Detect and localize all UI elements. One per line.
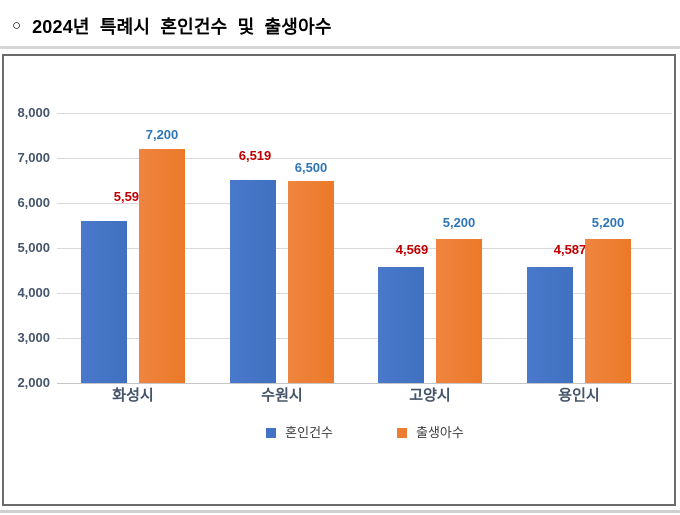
x-axis-label-3: 고양시 [409,387,451,404]
bar-marriages-2 [230,179,276,383]
page-title: 2024년 특례시 혼인건수 및 출생아수 [32,17,332,37]
legend-swatch-icon [266,428,277,438]
gridline [57,203,672,204]
bar-births-1 [139,149,185,383]
gridline [57,158,672,159]
gridline [57,383,672,384]
data-label-births-4: 5,200 [591,215,625,230]
title-bullet-icon: ○ [12,16,22,34]
chart-frame: 2,000 3,000 4,000 5,000 6,000 7,000 8,000 5,59… [2,54,676,506]
legend-item-births: 출생아수 [397,426,464,440]
legend-label: 혼인건수 [285,425,333,440]
gridline [57,338,672,339]
bottom-divider [0,510,680,513]
x-axis-label-4: 용인시 [558,387,600,404]
bar-births-2 [288,180,334,383]
data-label-marriages-4: 4,587 [553,241,587,257]
data-label-marriages-1: 5,597 [113,189,147,205]
gridline [57,113,672,114]
x-axis-label-1: 화성시 [112,387,154,404]
bar-marriages-4 [527,266,573,383]
gridline [57,293,672,294]
y-axis-tick: 8,000 [17,105,50,120]
legend: 혼인건수 출생아수 [4,426,674,440]
bar-births-4 [585,239,631,383]
y-axis-tick: 3,000 [17,330,50,345]
data-label-births-2: 6,500 [294,159,328,175]
bar-marriages-3 [378,267,424,383]
y-axis-tick: 7,000 [17,150,50,165]
legend-label: 출생아수 [416,425,464,440]
y-axis-tick: 6,000 [17,195,50,210]
legend-item-marriages: 혼인건수 [266,426,333,440]
data-label-births-1: 7,200 [145,127,179,142]
y-axis-tick: 5,000 [17,240,50,255]
data-label-marriages-2: 6,519 [238,147,272,163]
legend-swatch-icon [397,428,407,438]
data-label-marriages-3: 4,569 [395,242,429,258]
bar-births-3 [436,239,482,383]
gridline [57,248,672,249]
chart-header: ○ 2024년 특례시 혼인건수 및 출생아수 [12,10,332,42]
bar-marriages-1 [81,221,127,383]
y-axis-tick: 4,000 [17,285,50,300]
data-label-births-3: 5,200 [442,215,476,230]
plot-area: 2,000 3,000 4,000 5,000 6,000 7,000 8,000 5,59… [4,56,674,504]
header-divider [0,46,680,49]
x-axis-label-2: 수원시 [261,387,303,404]
y-axis-tick: 2,000 [17,375,50,390]
